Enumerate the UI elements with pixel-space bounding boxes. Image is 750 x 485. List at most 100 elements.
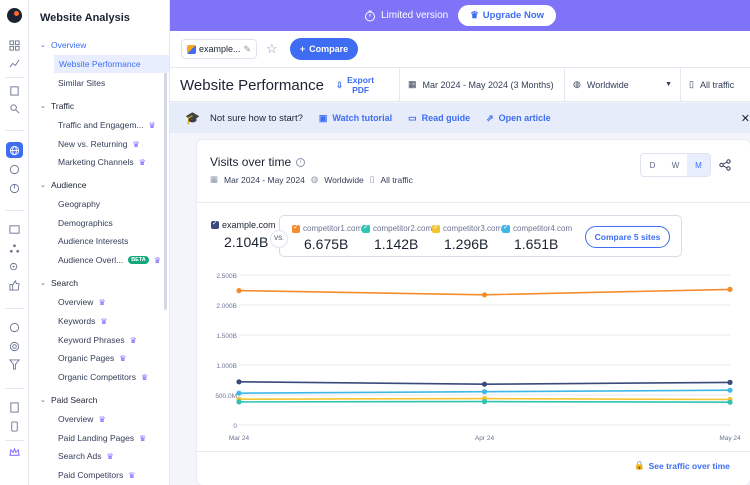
chevron-down-icon: ⌄ — [40, 42, 46, 49]
keyword-icon[interactable] — [6, 221, 23, 237]
granularity-week[interactable]: W — [671, 160, 680, 170]
series-checkbox[interactable] — [292, 223, 300, 233]
rail-divider — [5, 388, 24, 389]
search-target-icon[interactable] — [6, 259, 23, 275]
graduation-cap-icon: 🎓 — [185, 111, 200, 125]
x-tick-label: Apr 24 — [475, 435, 495, 442]
site-selector[interactable]: example... ✎ — [181, 39, 257, 59]
upgrade-now-button[interactable]: ♛ Upgrade Now — [458, 5, 557, 26]
crown-icon: ♛ — [153, 255, 161, 265]
sidebar-item-geography[interactable]: Geography — [58, 199, 101, 209]
favorite-star-icon[interactable]: ☆ — [266, 41, 278, 56]
see-traffic-link[interactable]: 🔒 See traffic over time — [634, 460, 730, 471]
edit-icon[interactable]: ✎ — [243, 43, 252, 54]
granularity-month[interactable]: M — [687, 154, 710, 176]
competitor-total: competitor3.com 1.296B — [432, 223, 502, 252]
info-icon[interactable]: i — [296, 157, 306, 167]
sidebar-item-paid-overview[interactable]: Overview ♛ — [58, 414, 106, 424]
sidebar-item-paid-competitors[interactable]: Paid Competitors ♛ — [58, 470, 136, 480]
pie-icon[interactable] — [6, 180, 23, 196]
dashboard-icon[interactable] — [6, 37, 23, 53]
crown-icon: ♛ — [138, 157, 146, 167]
sidebar-item-traffic-engagement[interactable]: Traffic and Engagem... ♛ — [58, 120, 156, 130]
sidebar-item-website-performance[interactable]: Website Performance — [54, 55, 169, 73]
sidebar-item-organic-competitors[interactable]: Organic Competitors ♛ — [58, 372, 149, 382]
section-paid-search[interactable]: ⌄ Paid Search — [40, 395, 98, 405]
sidebar-scrollbar[interactable] — [164, 60, 167, 310]
sidebar-item-new-returning[interactable]: New vs. Returning ♛ — [58, 139, 140, 149]
data-point — [481, 381, 488, 387]
crown-icon[interactable] — [6, 444, 23, 460]
palette-icon[interactable] — [6, 319, 23, 335]
close-icon[interactable]: ✕ — [740, 112, 750, 125]
external-link-icon: ⇗ — [486, 112, 494, 123]
trend-icon[interactable] — [6, 55, 23, 71]
timer-icon — [364, 10, 375, 21]
sidebar-item-demographics[interactable]: Demographics — [58, 218, 113, 228]
rail-divider — [5, 77, 24, 78]
crown-icon: ♛ — [148, 120, 156, 130]
series-checkbox[interactable] — [432, 223, 440, 233]
limited-version-label: Limited version — [364, 10, 448, 22]
crown-icon: ♛ — [140, 372, 149, 382]
calendar-icon: ▦ — [408, 79, 417, 89]
beta-badge: BETA — [128, 256, 149, 264]
sidebar-item-audience-overlap[interactable]: Audience Overl... BETA ♛ — [58, 255, 161, 265]
globe-icon[interactable] — [6, 142, 23, 158]
data-point — [236, 390, 242, 396]
sidebar-item-similar-sites[interactable]: Similar Sites — [58, 78, 106, 88]
export-pdf-button[interactable]: ⇩ Export PDF — [336, 75, 375, 95]
onboarding-tips-bar: 🎓 Not sure how to start? ▣ Watch tutorial… — [170, 103, 750, 133]
video-icon: ▣ — [318, 112, 328, 123]
traffic-select[interactable]: ▯ All traffic — [680, 68, 750, 101]
network-icon[interactable] — [6, 240, 23, 256]
data-point — [236, 399, 242, 405]
read-guide-link[interactable]: ▭ Read guide — [408, 112, 471, 124]
region-select[interactable]: ◍ Worldwide ▼ — [564, 68, 680, 101]
section-audience[interactable]: ⌄ Audience — [40, 180, 87, 190]
series-checkbox[interactable] — [211, 219, 219, 229]
app-logo[interactable] — [7, 8, 22, 23]
sidebar: Website Analysis ⌄ Overview Website Perfo… — [29, 0, 170, 485]
sidebar-item-marketing-channels[interactable]: Marketing Channels ♛ — [58, 157, 146, 167]
world-icon[interactable] — [6, 161, 23, 177]
date-range-select[interactable]: ▦ Mar 2024 - May 2024 (3 Months) — [399, 68, 564, 101]
site-toolbar: example... ✎ ☆ + Compare — [170, 31, 750, 67]
sidebar-item-keywords[interactable]: Keywords ♛ — [58, 316, 108, 326]
series-checkbox[interactable] — [362, 223, 370, 233]
report-icon[interactable] — [6, 399, 23, 415]
sidebar-item-keyword-phrases[interactable]: Keyword Phrases ♛ — [58, 335, 137, 345]
share-icon[interactable] — [719, 159, 731, 171]
sidebar-item-organic-pages[interactable]: Organic Pages ♛ — [58, 353, 127, 363]
compare-5-sites-button[interactable]: Compare 5 sites — [585, 226, 670, 248]
card-footer-divider — [197, 451, 750, 452]
thumbs-up-icon[interactable] — [6, 277, 23, 293]
upgrade-banner: Limited version ♛ Upgrade Now — [170, 0, 750, 31]
watch-tutorial-link[interactable]: ▣ Watch tutorial — [318, 112, 393, 124]
y-tick-label: 1.000B — [216, 363, 237, 370]
chevron-down-icon: ⌄ — [40, 182, 46, 189]
series-checkbox[interactable] — [502, 223, 510, 233]
sidebar-item-paid-landing-pages[interactable]: Paid Landing Pages ♛ — [58, 433, 147, 443]
sidebar-item-search-overview[interactable]: Overview ♛ — [58, 297, 106, 307]
section-overview[interactable]: ⌄ Overview — [40, 40, 87, 50]
chevron-down-icon: ⌄ — [40, 280, 46, 287]
download-icon: ⇩ — [336, 80, 344, 90]
funnel-icon[interactable] — [6, 356, 23, 372]
crown-icon: ♛ — [132, 139, 140, 149]
compare-button[interactable]: + Compare — [290, 38, 358, 60]
sidebar-item-audience-interests[interactable]: Audience Interests — [58, 236, 129, 246]
building-icon[interactable] — [6, 82, 23, 98]
sidebar-item-search-ads[interactable]: Search Ads ♛ — [58, 451, 114, 461]
section-search[interactable]: ⌄ Search — [40, 278, 78, 288]
research-icon[interactable] — [6, 100, 23, 116]
open-article-link[interactable]: ⇗ Open article — [486, 112, 551, 124]
data-point — [481, 292, 488, 298]
calendar-icon: ▦ — [210, 174, 219, 184]
section-traffic[interactable]: ⌄ Traffic — [40, 101, 75, 111]
granularity-day[interactable]: D — [649, 160, 656, 170]
target-icon[interactable] — [6, 338, 23, 354]
y-tick-label: 2.000B — [216, 303, 237, 310]
chevron-down-icon: ⌄ — [40, 103, 46, 110]
mobile-icon[interactable] — [6, 418, 23, 434]
